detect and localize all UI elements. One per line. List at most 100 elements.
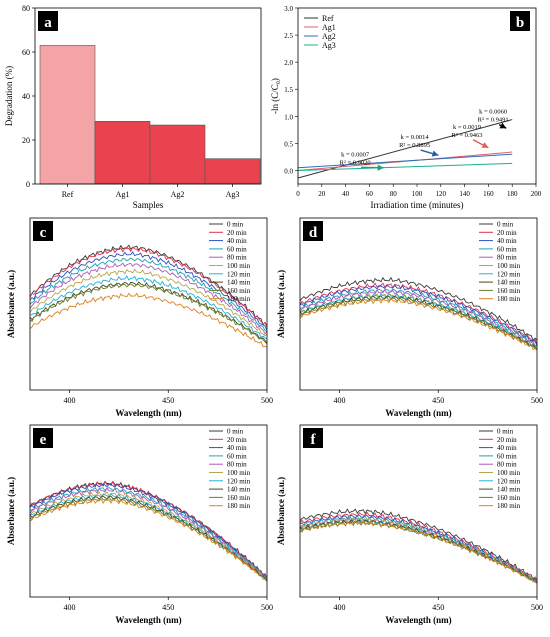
annotation-k: k = 0.0060 <box>479 109 507 116</box>
legend-label: 140 min <box>227 279 251 287</box>
panel-tag-label: d <box>309 225 318 241</box>
spectrum-40-min <box>29 483 268 580</box>
panel-tag-label: c <box>40 225 47 241</box>
legend-label: 0 min <box>497 428 514 436</box>
y-axis-label: Degradation (%) <box>4 66 14 126</box>
annotation-k: k = 0.0014 <box>401 134 430 141</box>
x-axis-label: Samples <box>133 200 164 210</box>
panel-tag-e <box>33 428 53 448</box>
plot-frame <box>299 424 538 598</box>
legend-label: Ref <box>322 14 334 23</box>
legend-label: 140 min <box>497 486 521 494</box>
legend-label: 160 min <box>227 287 251 295</box>
legend-label: 40 min <box>227 444 247 452</box>
panel-tag-c <box>33 221 53 241</box>
legend-label: 140 min <box>497 279 521 287</box>
y-axis-label: -ln (C/C₀) <box>270 78 280 114</box>
spectrum-40-min <box>299 284 538 346</box>
legend-label: 80 min <box>497 461 517 469</box>
spectrum-80-min <box>29 487 268 580</box>
legend-label: 140 min <box>227 486 251 494</box>
x-tick-label: 400 <box>64 396 76 405</box>
annotation-r2: R² = 0.8895 <box>399 142 430 149</box>
x-tick-label: 500 <box>531 396 543 405</box>
annotation-arrowhead <box>431 150 439 157</box>
spectrum-140-min <box>29 495 268 582</box>
y-tick-label: 1.5 <box>284 86 293 94</box>
legend-label: 160 min <box>497 287 521 295</box>
panel-tag-label: a <box>44 15 52 31</box>
spectrum-180-min <box>29 498 268 581</box>
x-tick-label: 100 <box>412 190 423 198</box>
x-tick-label: 500 <box>531 603 543 612</box>
legend-label: 100 min <box>497 469 521 477</box>
legend-label: 20 min <box>497 229 517 237</box>
spectrum-100-min <box>299 516 538 582</box>
y-tick-label: 40 <box>22 92 30 101</box>
y-axis-label: Absorbance (a.u.) <box>276 270 286 338</box>
spectrum-80-min <box>29 262 268 335</box>
y-axis-label: Absorbance (a.u.) <box>276 477 286 545</box>
x-tick-label: 450 <box>432 603 444 612</box>
legend-label: 100 min <box>227 262 251 270</box>
plot-frame <box>299 217 538 391</box>
spectrum-20-min <box>29 246 268 328</box>
legend-label: Ag2 <box>322 32 336 41</box>
y-tick-label: 20 <box>22 136 30 145</box>
spectrum-60-min <box>29 257 268 333</box>
x-tick-label: Ag3 <box>226 190 240 199</box>
plot-frame <box>29 424 268 598</box>
x-tick-label: 0 <box>296 190 300 198</box>
legend-label: 120 min <box>227 270 251 278</box>
spectrum-120-min <box>299 292 538 348</box>
spectrum-40-min <box>29 251 268 331</box>
annotation-arrowhead <box>481 142 489 148</box>
plot-frame <box>34 7 262 185</box>
legend-label: 0 min <box>227 221 244 229</box>
panel-tag-d <box>303 221 323 241</box>
legend-label: 0 min <box>227 428 244 436</box>
legend-label: 160 min <box>497 494 521 502</box>
legend-label: 180 min <box>227 502 251 510</box>
x-tick-label: 450 <box>432 396 444 405</box>
x-tick-label: 400 <box>334 396 346 405</box>
legend-label: 120 min <box>227 477 251 485</box>
spectrum-80-min <box>299 288 538 348</box>
spectrum-140-min <box>299 295 538 350</box>
x-tick-label: 120 <box>436 190 447 198</box>
legend-label: 20 min <box>227 436 247 444</box>
y-axis-label: Absorbance (a.u.) <box>6 477 16 545</box>
series-line-ref <box>297 119 513 179</box>
x-tick-label: Ag2 <box>171 190 185 199</box>
legend-label: 60 min <box>497 452 517 460</box>
legend-label: 40 min <box>497 444 517 452</box>
legend-label: 180 min <box>497 502 521 510</box>
spectrum-140-min <box>29 281 268 344</box>
x-tick-label: 80 <box>390 190 398 198</box>
bar-ag2 <box>149 124 206 185</box>
x-tick-label: 140 <box>459 190 470 198</box>
panel-b: 0 20 40 60 80 100 120 140 160 180 200 0.0 0.5 1.0 1.5 2… <box>270 5 542 210</box>
x-axis-label: Wavelength (nm) <box>115 408 181 418</box>
legend-label: 20 min <box>497 436 517 444</box>
y-tick-label: 3.0 <box>284 5 293 13</box>
legend-label: 180 min <box>497 295 521 303</box>
annotation-k: k = 0.0019 <box>453 124 481 131</box>
series-line-ag3 <box>297 162 513 171</box>
x-tick-label: 180 <box>507 190 518 198</box>
legend-label: 180 min <box>227 295 251 303</box>
x-tick-label: 450 <box>162 396 174 405</box>
spectrum-80-min <box>299 517 538 584</box>
x-tick-label: 400 <box>334 603 346 612</box>
panel-tag-label: b <box>516 15 524 31</box>
y-tick-label: 0.5 <box>284 140 293 148</box>
plot-frame <box>29 217 268 391</box>
legend-label: 40 min <box>227 237 247 245</box>
panel-tag-f <box>303 428 323 448</box>
legend-label: 60 min <box>497 245 517 253</box>
spectrum-160-min <box>29 283 268 345</box>
